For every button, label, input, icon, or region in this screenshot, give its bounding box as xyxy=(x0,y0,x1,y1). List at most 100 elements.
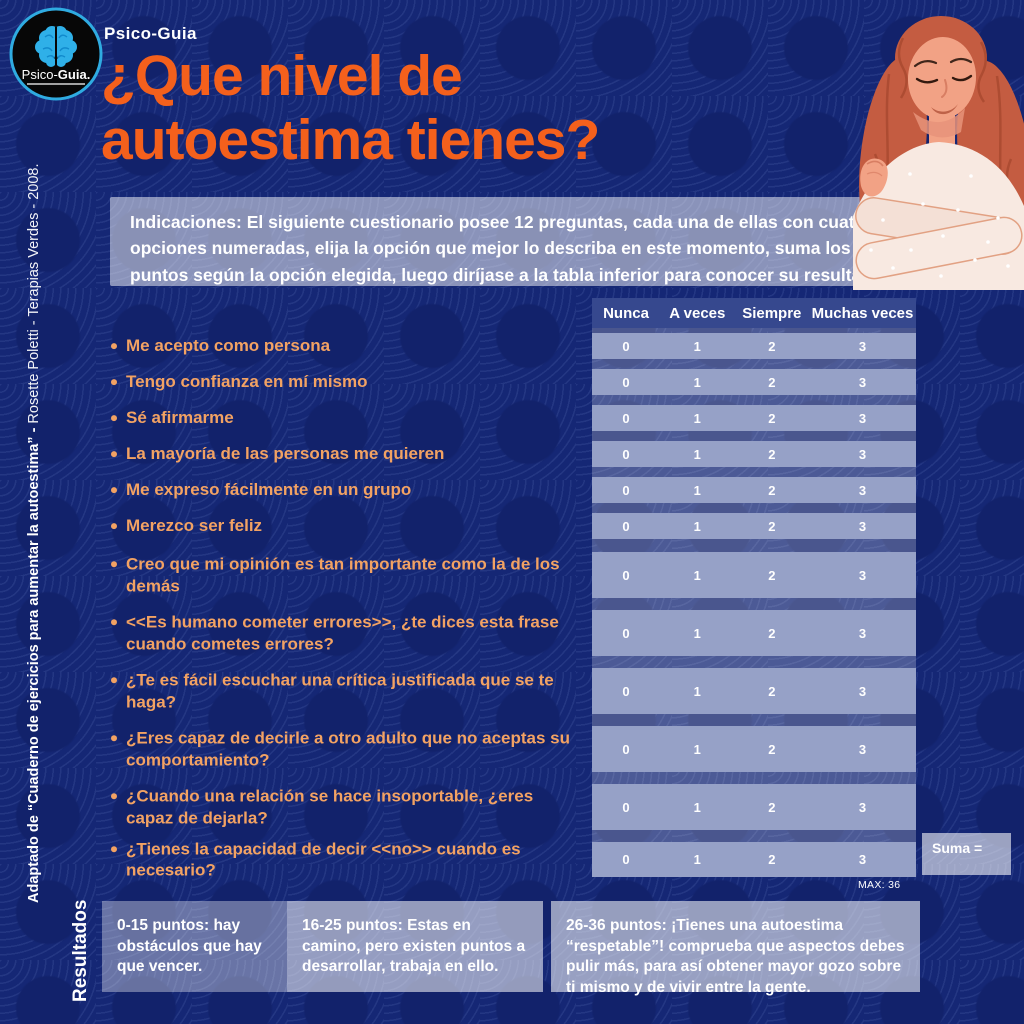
closed-eye-left xyxy=(915,77,939,84)
answer-value-cell: 0 xyxy=(622,338,630,354)
bullet-icon xyxy=(111,415,117,422)
answer-value-cell: 3 xyxy=(858,852,867,867)
nose xyxy=(941,79,948,98)
answer-value-cell: 1 xyxy=(693,852,701,867)
answer-value-cell: 2 xyxy=(768,683,776,699)
table-row: 0 1 2 3 xyxy=(592,369,916,395)
source-credit-title: Adaptado de “Cuaderno de ejercicios para… xyxy=(26,423,42,903)
answer-value-cell: 2 xyxy=(768,410,776,426)
answer-value-cell: 0 xyxy=(622,446,630,462)
table-row: 0 1 2 3 xyxy=(592,405,916,431)
bullet-icon xyxy=(111,845,117,852)
question-item: Me acepto como persona xyxy=(111,335,583,357)
question-item: <<Es humano cometer errores>>, ¿te dices… xyxy=(111,611,583,655)
answer-value-cell: 0 xyxy=(622,683,630,699)
answer-value-cell: 1 xyxy=(693,338,701,354)
chin-shadow xyxy=(913,108,965,138)
answer-value-cell: 2 xyxy=(768,852,776,867)
lips xyxy=(931,104,958,115)
table-row: 0 1 2 3 xyxy=(592,441,916,467)
bullet-icon xyxy=(111,487,117,494)
answer-value-cell: 1 xyxy=(693,446,701,462)
answer-value-cell: 3 xyxy=(858,338,867,354)
question-text: Creo que mi opinión es tan importante co… xyxy=(126,554,560,595)
question-item: Creo que mi opinión es tan importante co… xyxy=(111,553,583,597)
brand-header: Psico-Guia xyxy=(104,24,197,43)
answer-value-cell: 1 xyxy=(693,683,701,699)
table-row: 0 1 2 3 xyxy=(592,552,916,598)
answer-value-cell: 2 xyxy=(768,482,776,498)
facial-features xyxy=(913,57,973,115)
answer-value-cell: 2 xyxy=(768,338,776,354)
bullet-icon xyxy=(111,379,117,386)
answer-value-cell: 2 xyxy=(768,625,776,641)
question-item: ¿Te es fácil escuchar una crítica justif… xyxy=(111,669,583,713)
answer-value-cell: 2 xyxy=(768,799,776,815)
answer-value-cell: 3 xyxy=(858,482,867,498)
page-title-line2: autoestima tienes? xyxy=(101,108,600,173)
source-credit-author: Rosette Poletti - Terapias Verdes - 2008… xyxy=(26,163,42,424)
answer-value-cell: 3 xyxy=(858,410,867,426)
bullet-icon xyxy=(111,619,117,626)
table-row: 0 1 2 3 xyxy=(592,842,916,877)
column-header: Muchas veces xyxy=(811,304,914,322)
answer-value-cell: 0 xyxy=(622,567,630,583)
answer-value-cell: 1 xyxy=(693,799,701,815)
question-item: ¿Cuando una relación se hace insoportabl… xyxy=(111,785,583,829)
results-label: Resultados xyxy=(70,899,91,1002)
table-row: 0 1 2 3 xyxy=(592,513,916,539)
result-range-mid: 16-25 puntos: Estas en camino, pero exis… xyxy=(287,901,543,992)
result-range-high: 26-36 puntos: ¡Tienes una autoestima “re… xyxy=(551,901,920,996)
answer-value-cell: 3 xyxy=(858,374,867,390)
table-row: 0 1 2 3 xyxy=(592,610,916,656)
answer-value-cell: 0 xyxy=(622,410,630,426)
answer-value-cell: 1 xyxy=(693,410,701,426)
table-row: 0 1 2 3 xyxy=(592,477,916,503)
question-text: ¿Eres capaz de decirle a otro adulto que… xyxy=(126,728,571,769)
psico-guia-logo: Psico-Guia. xyxy=(9,7,103,101)
answer-value-cell: 1 xyxy=(693,482,701,498)
answer-value-cell: 0 xyxy=(622,799,630,815)
hand xyxy=(860,158,888,197)
question-item: Me expreso fácilmente en un grupo xyxy=(111,479,583,501)
answer-value-cell: 3 xyxy=(858,683,867,699)
question-text: Me expreso fácilmente en un grupo xyxy=(126,480,412,500)
answer-value-cell: 1 xyxy=(693,741,701,757)
suma-box: Suma = xyxy=(922,833,1011,875)
page-title: ¿Que nivel de autoestima tienes? xyxy=(101,44,600,173)
answer-value-cell: 0 xyxy=(622,741,630,757)
page-title-line1: ¿Que nivel de xyxy=(101,44,463,108)
question-text: ¿Te es fácil escuchar una crítica justif… xyxy=(126,670,554,711)
column-header: Siempre xyxy=(742,304,802,322)
question-item: Sé afirmarme xyxy=(111,407,583,429)
answer-value-cell: 1 xyxy=(693,567,701,583)
logo-ring xyxy=(9,7,103,101)
question-text: Tengo confianza en mí mismo xyxy=(126,372,368,392)
answer-value-cell: 2 xyxy=(768,374,776,390)
table-row: 0 1 2 3 xyxy=(592,668,916,714)
question-text: <<Es humano cometer errores>>, ¿te dices… xyxy=(126,612,559,653)
question-text: Merezco ser feliz xyxy=(126,516,263,536)
answer-value-cell: 3 xyxy=(858,741,867,757)
bullet-icon xyxy=(111,677,117,684)
crossed-arms xyxy=(855,197,1023,280)
bullet-icon xyxy=(111,451,117,458)
table-row: 0 1 2 3 xyxy=(592,784,916,830)
face xyxy=(907,37,977,119)
answer-value-cell: 2 xyxy=(768,518,776,534)
answer-value-cell: 2 xyxy=(768,741,776,757)
answer-value-cell: 3 xyxy=(858,518,867,534)
logo-text: Psico-Guia. xyxy=(22,67,91,82)
answer-value-cell: 2 xyxy=(768,446,776,462)
answer-value-cell: 3 xyxy=(858,799,867,815)
question-text: ¿Tienes la capacidad de decir <<no>> cua… xyxy=(126,838,521,880)
question-item: La mayoría de las personas me quieren xyxy=(111,443,583,465)
source-credit: Adaptado de “Cuaderno de ejercicios para… xyxy=(26,163,42,903)
answer-value-cell: 0 xyxy=(622,625,630,641)
answer-value-cell: 3 xyxy=(858,446,867,462)
result-range-low: 0-15 puntos: hay obstáculos que hay que … xyxy=(102,901,287,992)
bullet-icon xyxy=(111,523,117,530)
bullet-icon xyxy=(111,343,117,350)
bullet-icon xyxy=(111,735,117,742)
bullet-icon xyxy=(111,793,117,800)
